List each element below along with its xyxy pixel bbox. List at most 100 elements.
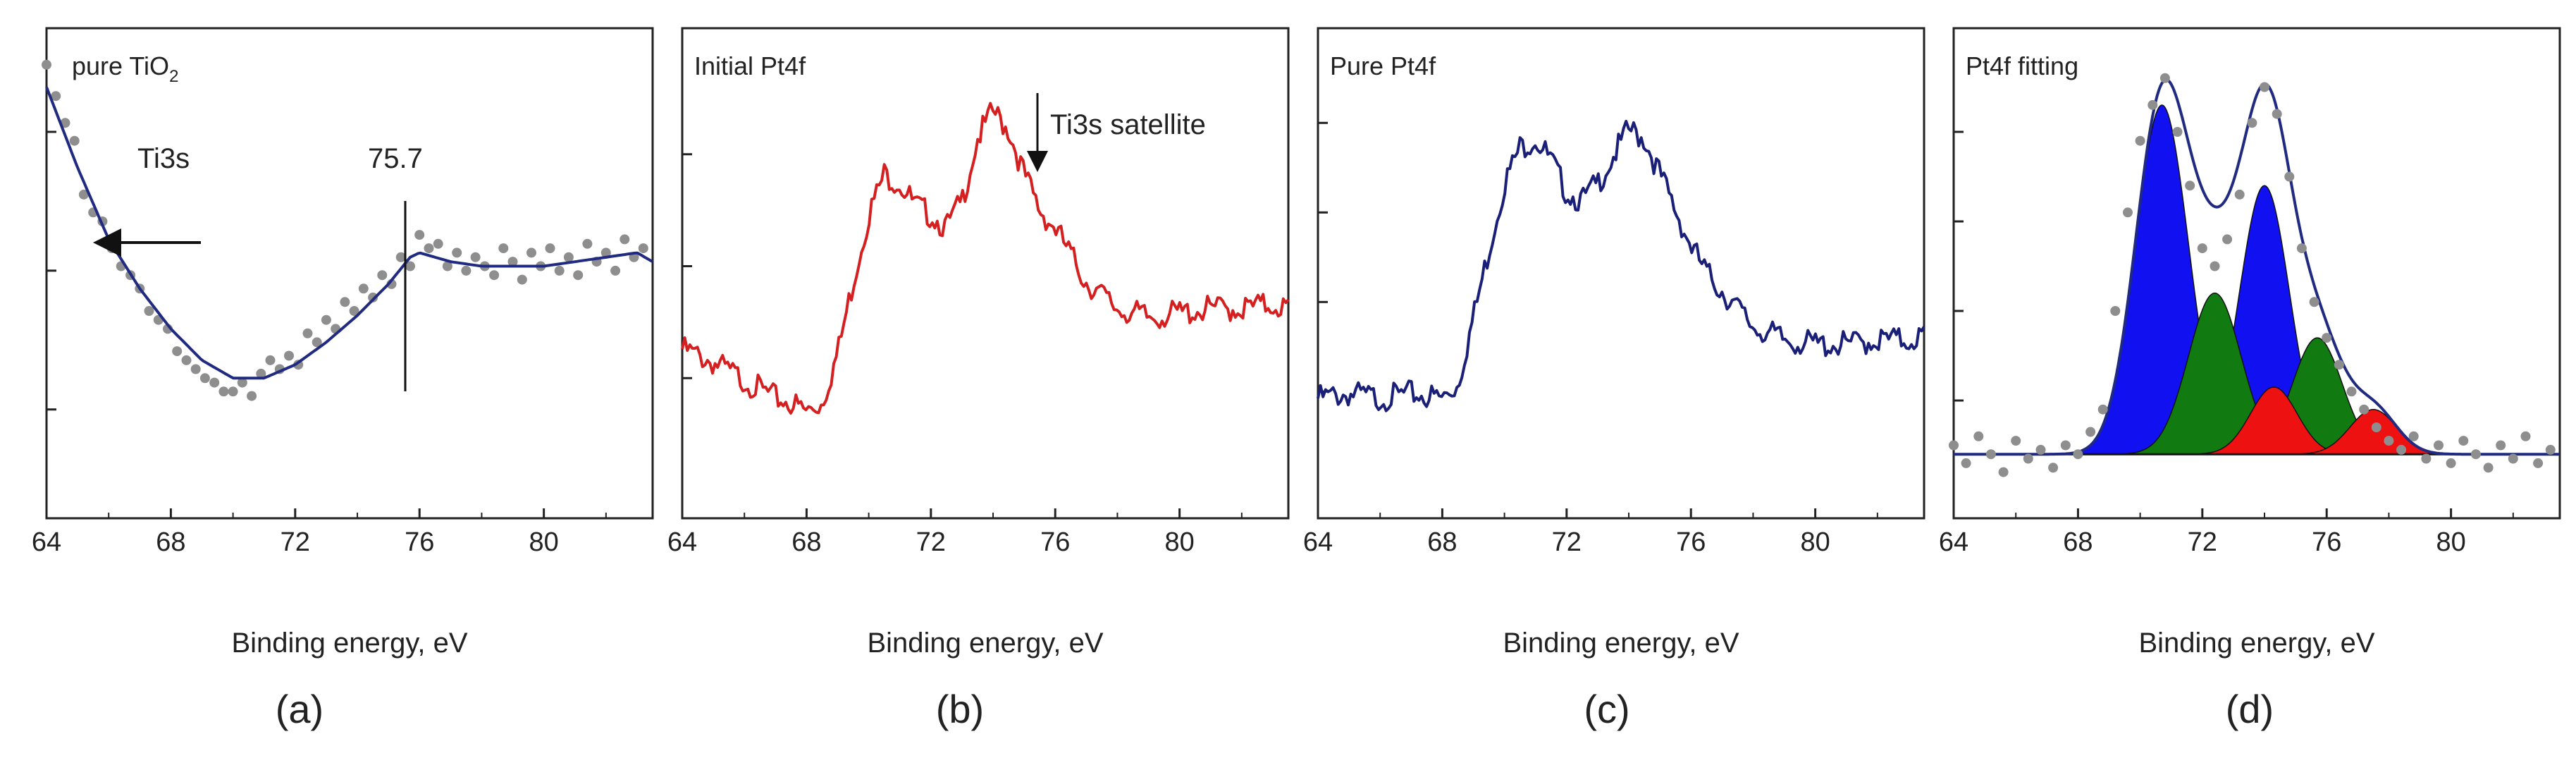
panel-d-point xyxy=(2110,306,2121,316)
panel-d-point xyxy=(2085,427,2096,437)
panel-b-xtick-label-68: 68 xyxy=(791,527,821,557)
panel-d-point xyxy=(2147,99,2158,110)
panel-b-title: Initial Pt4f xyxy=(694,51,806,80)
panel-a-point xyxy=(69,135,80,146)
panel-a-point xyxy=(321,314,331,325)
panel-a-title: pure TiO2 xyxy=(72,51,178,86)
panel-d-frame xyxy=(1952,27,2561,520)
panel-d-point xyxy=(2073,449,2083,460)
panel-c-title: Pure Pt4f xyxy=(1330,51,1436,80)
panel-d-point xyxy=(2247,118,2257,128)
panel-d-point xyxy=(2234,189,2245,200)
panel-a-xtick-label-76: 76 xyxy=(405,527,434,557)
panel-a-point xyxy=(302,328,313,338)
panel-d-point xyxy=(2434,440,2443,451)
panel-d-point xyxy=(2048,463,2059,473)
panel-a-point xyxy=(256,368,266,379)
panel-d-point xyxy=(2346,386,2357,397)
panel-a-point xyxy=(190,364,201,374)
panel-d-point xyxy=(1949,440,1959,451)
panel-a-point xyxy=(78,189,89,200)
panel-a-point xyxy=(218,386,229,397)
panel-a-point xyxy=(199,373,210,384)
panel-a-marks: 64 68 72 76 80 xyxy=(32,59,653,557)
panel-d-point xyxy=(2371,422,2381,433)
panel-a-xtick-label-64: 64 xyxy=(32,527,61,557)
panel-a-point xyxy=(517,274,527,285)
panel-a-point xyxy=(265,355,276,365)
panel-a-point xyxy=(340,297,350,307)
panel-d-xtick-label-76: 76 xyxy=(2312,527,2341,557)
panel-c-xlabel: Binding energy, eV xyxy=(1503,628,1739,659)
panel-d-point xyxy=(2272,109,2282,119)
panel-a-point xyxy=(284,350,294,361)
panel-b-xtick-label-64: 64 xyxy=(667,527,697,557)
panel-a-point xyxy=(181,355,192,365)
panel-d-point xyxy=(2210,261,2220,271)
panel-a-point xyxy=(620,234,630,245)
panel-d-point xyxy=(2185,181,2195,191)
panel-a-title-base: pure TiO xyxy=(72,51,169,80)
panel-c-panel-label: (c) xyxy=(1584,687,1629,731)
panel-a-point xyxy=(498,243,509,254)
panel-d-chart: 64 68 72 76 80 Pt4f fitting Binding energy, … xyxy=(1939,27,2561,731)
panel-d-point xyxy=(2023,453,2033,464)
panel-a-point xyxy=(461,265,472,276)
panel-d-point xyxy=(2260,82,2269,92)
panel-a-point xyxy=(144,306,154,316)
panel-c-frame xyxy=(1317,27,1925,520)
panel-b-marks: 64 68 72 76 80 xyxy=(667,102,1290,557)
panel-b-chart: 64 68 72 76 80 Initial Pt4f Ti3s satellite B… xyxy=(667,27,1290,731)
panel-d-point xyxy=(2060,440,2071,451)
panel-d-point xyxy=(2483,463,2494,473)
panel-a-point xyxy=(470,252,481,262)
panel-a-frame xyxy=(45,27,654,520)
panel-d-envelope xyxy=(1954,78,2560,456)
panel-d-point xyxy=(2197,243,2207,254)
panel-c-chart: 64 68 72 76 80 Pure Pt4f Binding energy, eV … xyxy=(1303,27,1925,731)
panel-a-point xyxy=(573,270,584,281)
panel-a-point xyxy=(377,270,388,281)
panel-d-point xyxy=(2172,127,2183,137)
panel-c-xtick-label-68: 68 xyxy=(1427,527,1457,557)
panel-a-point xyxy=(507,257,518,267)
panel-a-point xyxy=(172,346,183,357)
panel-a-point xyxy=(424,243,434,254)
panel-b-series-0 xyxy=(681,102,1290,415)
panel-d-point xyxy=(2470,449,2481,460)
panel-b-xlabel: Binding energy, eV xyxy=(867,628,1103,659)
panel-d-point xyxy=(2135,135,2145,146)
panel-d-point xyxy=(2545,444,2556,455)
panel-d-point xyxy=(1973,431,1984,441)
panel-a-point xyxy=(582,238,593,249)
panel-d-point xyxy=(2284,171,2295,182)
panel-a-point xyxy=(395,252,406,262)
panel-d-point xyxy=(2533,458,2544,468)
panel-a-point xyxy=(526,247,536,258)
panel-a-point xyxy=(433,238,443,249)
panel-d-point xyxy=(2421,453,2432,464)
panel-a-series-1 xyxy=(45,86,653,380)
panel-a-point xyxy=(442,261,452,271)
panel-a-xtick-label-80: 80 xyxy=(529,527,559,557)
panel-a-point xyxy=(545,243,555,254)
panel-a-point xyxy=(563,252,574,262)
panel-d-point xyxy=(2011,436,2021,446)
panel-a-chart: 64 68 72 76 80 pure TiO2 Ti3s 75.7 Binding e… xyxy=(32,27,654,731)
panel-a-point xyxy=(554,265,565,276)
panel-d-point xyxy=(2520,431,2531,441)
panel-a-point xyxy=(489,270,500,281)
panel-a-xtick-label-68: 68 xyxy=(156,527,185,557)
panel-d-point xyxy=(2359,404,2369,415)
panel-a-xlabel: Binding energy, eV xyxy=(231,628,467,659)
panel-c-xtick-label-64: 64 xyxy=(1303,527,1333,557)
panel-d-point xyxy=(2458,436,2469,446)
panel-a-point xyxy=(237,377,247,388)
panel-d-point xyxy=(2309,297,2319,307)
panel-a-point xyxy=(51,91,61,102)
panel-a-point xyxy=(414,230,425,240)
panel-d-point xyxy=(1998,467,2009,477)
panel-d-point xyxy=(2296,243,2307,254)
panel-d-point xyxy=(2159,73,2170,83)
